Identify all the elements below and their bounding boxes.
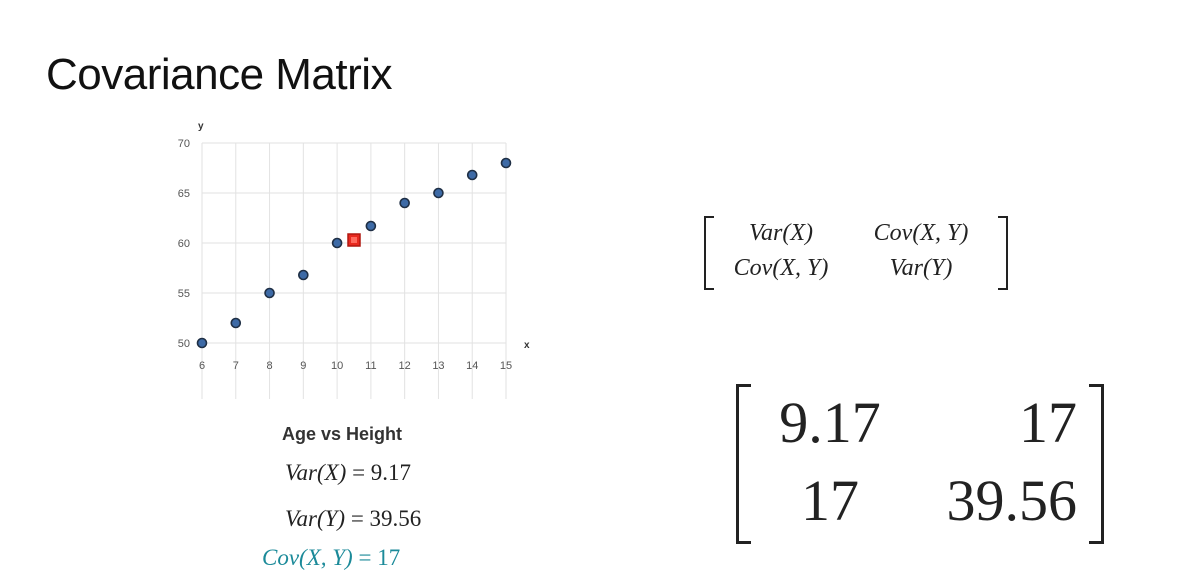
y-tick-label: 70 [178,138,190,150]
x-tick-label: 13 [432,360,444,372]
chart-title: Age vs Height [282,424,403,444]
variance-y-stat: Var(Y) = 39.56 [285,506,421,532]
variance-y-symbol: Var(Y) [285,506,346,531]
matrix-cell-cov-yx: Cov(X, Y) [733,255,829,281]
chart-points [196,157,512,349]
x-tick-label: 15 [500,360,512,372]
data-point [399,197,410,209]
chart-ticks: 50 55 60 65 70 6 7 8 9 10 11 12 13 14 15 [178,138,512,372]
covariance-value: = 17 [352,545,401,570]
data-point [298,269,309,281]
x-tick-label: 11 [365,360,376,372]
x-tick-label: 7 [233,360,239,372]
matrix-bracket-right [998,216,1008,290]
y-tick-label: 55 [178,288,190,300]
scatter-chart: 50 55 60 65 70 6 7 8 9 10 11 12 13 14 15 y x [178,121,530,399]
matrix-cell-cov-xy: Cov(X, Y) [873,220,969,246]
data-point [196,337,208,349]
matrix-cell-var-x: Var(X) [749,220,813,246]
matrix-value-var-x: 9.17 [779,390,881,455]
matrix-bracket-right [1089,384,1104,544]
matrix-value-cov-yx: 17 [801,468,859,533]
highlight-point-center [351,237,357,243]
data-point [500,157,512,169]
data-point [331,237,343,249]
slide-title: Covariance Matrix [46,50,393,99]
variance-y-value: = 39.56 [345,506,422,531]
y-tick-label: 60 [178,238,190,250]
x-tick-label: 14 [466,360,478,372]
x-tick-label: 10 [331,360,343,372]
x-tick-label: 9 [300,360,306,372]
x-tick-label: 12 [399,360,411,372]
variance-x-symbol: Var(X) [285,460,347,485]
variance-x-value: = 9.17 [346,460,412,485]
covariance-symbol: Cov(X, Y) [262,545,353,570]
symbolic-covariance-matrix: Var(X) Cov(X, Y) Cov(X, Y) Var(Y) [704,216,1008,290]
data-point [466,169,478,181]
y-tick-label: 65 [178,188,190,200]
covariance-stat: Cov(X, Y) = 17 [262,545,400,571]
x-axis-label: x [524,340,530,351]
numeric-covariance-matrix: 9.17 17 17 39.56 [736,384,1104,544]
data-point [230,317,242,329]
y-tick-label: 50 [178,338,190,350]
y-axis-label: y [198,121,204,132]
data-point [365,220,377,232]
matrix-bracket-left [736,384,751,544]
matrix-value-var-y: 39.56 [946,468,1078,533]
variance-x-stat: Var(X) = 9.17 [285,460,411,486]
data-point [433,187,444,199]
x-tick-label: 6 [199,360,205,372]
matrix-cell-var-y: Var(Y) [889,255,953,281]
matrix-value-cov-xy: 17 [1019,390,1077,455]
x-tick-label: 8 [266,360,272,372]
data-point [264,287,275,299]
chart-grid [201,142,507,399]
matrix-bracket-left [704,216,714,290]
